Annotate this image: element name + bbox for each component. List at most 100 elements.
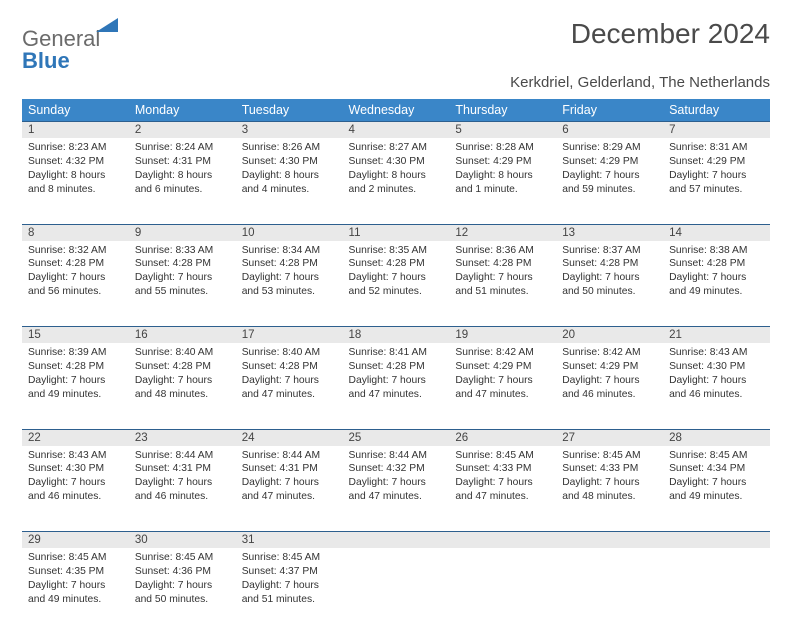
sunrise-text: Sunrise: 8:43 AM <box>669 346 764 360</box>
day-content-cell <box>343 548 450 634</box>
day-number-cell: 20 <box>556 327 663 344</box>
day-number-cell: 15 <box>22 327 129 344</box>
day-content-cell <box>663 548 770 634</box>
sunrise-text: Sunrise: 8:45 AM <box>135 551 230 565</box>
col-friday: Friday <box>556 99 663 122</box>
daylight-line2: and 51 minutes. <box>455 285 550 299</box>
day-content-cell: Sunrise: 8:35 AMSunset: 4:28 PMDaylight:… <box>343 241 450 327</box>
daylight-line1: Daylight: 7 hours <box>562 271 657 285</box>
week-number-row: 22232425262728 <box>22 429 770 446</box>
day-number-cell: 25 <box>343 429 450 446</box>
daylight-line1: Daylight: 7 hours <box>562 374 657 388</box>
day-number-cell: 5 <box>449 122 556 139</box>
day-number-cell <box>343 532 450 549</box>
day-content-cell: Sunrise: 8:28 AMSunset: 4:29 PMDaylight:… <box>449 138 556 224</box>
day-number-cell: 19 <box>449 327 556 344</box>
day-number-cell: 8 <box>22 224 129 241</box>
calendar-body: 1234567Sunrise: 8:23 AMSunset: 4:32 PMDa… <box>22 122 770 634</box>
day-number-cell: 18 <box>343 327 450 344</box>
day-content-cell: Sunrise: 8:26 AMSunset: 4:30 PMDaylight:… <box>236 138 343 224</box>
sunrise-text: Sunrise: 8:27 AM <box>349 141 444 155</box>
sunrise-text: Sunrise: 8:40 AM <box>135 346 230 360</box>
col-wednesday: Wednesday <box>343 99 450 122</box>
sunrise-text: Sunrise: 8:44 AM <box>242 449 337 463</box>
daylight-line2: and 46 minutes. <box>562 388 657 402</box>
sunrise-text: Sunrise: 8:26 AM <box>242 141 337 155</box>
day-number-cell: 29 <box>22 532 129 549</box>
sunset-text: Sunset: 4:31 PM <box>135 462 230 476</box>
sunrise-text: Sunrise: 8:32 AM <box>28 244 123 258</box>
col-saturday: Saturday <box>663 99 770 122</box>
day-content-cell <box>556 548 663 634</box>
sunset-text: Sunset: 4:34 PM <box>669 462 764 476</box>
daylight-line2: and 47 minutes. <box>455 490 550 504</box>
daylight-line2: and 52 minutes. <box>349 285 444 299</box>
day-content-cell: Sunrise: 8:45 AMSunset: 4:37 PMDaylight:… <box>236 548 343 634</box>
daylight-line1: Daylight: 7 hours <box>242 374 337 388</box>
day-content-cell: Sunrise: 8:24 AMSunset: 4:31 PMDaylight:… <box>129 138 236 224</box>
sunrise-text: Sunrise: 8:34 AM <box>242 244 337 258</box>
day-content-cell: Sunrise: 8:27 AMSunset: 4:30 PMDaylight:… <box>343 138 450 224</box>
sunrise-text: Sunrise: 8:43 AM <box>28 449 123 463</box>
day-number-cell: 27 <box>556 429 663 446</box>
sunset-text: Sunset: 4:30 PM <box>28 462 123 476</box>
sunset-text: Sunset: 4:29 PM <box>562 360 657 374</box>
day-content-cell: Sunrise: 8:32 AMSunset: 4:28 PMDaylight:… <box>22 241 129 327</box>
col-monday: Monday <box>129 99 236 122</box>
day-number-cell: 11 <box>343 224 450 241</box>
day-content-cell: Sunrise: 8:45 AMSunset: 4:35 PMDaylight:… <box>22 548 129 634</box>
col-tuesday: Tuesday <box>236 99 343 122</box>
daylight-line1: Daylight: 7 hours <box>455 271 550 285</box>
sunset-text: Sunset: 4:28 PM <box>28 257 123 271</box>
daylight-line1: Daylight: 7 hours <box>135 271 230 285</box>
day-header-row: Sunday Monday Tuesday Wednesday Thursday… <box>22 99 770 122</box>
daylight-line2: and 50 minutes. <box>562 285 657 299</box>
sunset-text: Sunset: 4:31 PM <box>135 155 230 169</box>
day-content-cell: Sunrise: 8:45 AMSunset: 4:34 PMDaylight:… <box>663 446 770 532</box>
daylight-line2: and 47 minutes. <box>349 388 444 402</box>
daylight-line1: Daylight: 7 hours <box>135 476 230 490</box>
day-number-cell <box>663 532 770 549</box>
sunrise-text: Sunrise: 8:29 AM <box>562 141 657 155</box>
sunrise-text: Sunrise: 8:40 AM <box>242 346 337 360</box>
daylight-line1: Daylight: 7 hours <box>562 169 657 183</box>
daylight-line2: and 47 minutes. <box>455 388 550 402</box>
sunset-text: Sunset: 4:28 PM <box>669 257 764 271</box>
daylight-line1: Daylight: 7 hours <box>669 374 764 388</box>
day-number-cell <box>449 532 556 549</box>
day-content-cell: Sunrise: 8:36 AMSunset: 4:28 PMDaylight:… <box>449 241 556 327</box>
sunset-text: Sunset: 4:31 PM <box>242 462 337 476</box>
sunrise-text: Sunrise: 8:24 AM <box>135 141 230 155</box>
sunset-text: Sunset: 4:36 PM <box>135 565 230 579</box>
sunrise-text: Sunrise: 8:35 AM <box>349 244 444 258</box>
day-number-cell: 10 <box>236 224 343 241</box>
daylight-line2: and 50 minutes. <box>135 593 230 607</box>
daylight-line2: and 47 minutes. <box>242 388 337 402</box>
daylight-line1: Daylight: 7 hours <box>669 476 764 490</box>
day-content-cell: Sunrise: 8:43 AMSunset: 4:30 PMDaylight:… <box>22 446 129 532</box>
daylight-line2: and 48 minutes. <box>135 388 230 402</box>
day-number-cell: 7 <box>663 122 770 139</box>
day-number-cell: 12 <box>449 224 556 241</box>
day-content-cell: Sunrise: 8:42 AMSunset: 4:29 PMDaylight:… <box>449 343 556 429</box>
sunset-text: Sunset: 4:28 PM <box>242 257 337 271</box>
day-number-cell: 30 <box>129 532 236 549</box>
day-content-cell: Sunrise: 8:44 AMSunset: 4:31 PMDaylight:… <box>129 446 236 532</box>
daylight-line2: and 46 minutes. <box>28 490 123 504</box>
sunrise-text: Sunrise: 8:45 AM <box>562 449 657 463</box>
col-sunday: Sunday <box>22 99 129 122</box>
week-content-row: Sunrise: 8:45 AMSunset: 4:35 PMDaylight:… <box>22 548 770 634</box>
logo-word2: Blue <box>22 48 70 73</box>
daylight-line1: Daylight: 7 hours <box>242 271 337 285</box>
sunrise-text: Sunrise: 8:28 AM <box>455 141 550 155</box>
sunrise-text: Sunrise: 8:38 AM <box>669 244 764 258</box>
daylight-line1: Daylight: 7 hours <box>28 476 123 490</box>
day-number-cell: 4 <box>343 122 450 139</box>
daylight-line2: and 4 minutes. <box>242 183 337 197</box>
daylight-line2: and 47 minutes. <box>242 490 337 504</box>
day-content-cell: Sunrise: 8:33 AMSunset: 4:28 PMDaylight:… <box>129 241 236 327</box>
sunrise-text: Sunrise: 8:37 AM <box>562 244 657 258</box>
day-content-cell: Sunrise: 8:44 AMSunset: 4:31 PMDaylight:… <box>236 446 343 532</box>
week-content-row: Sunrise: 8:23 AMSunset: 4:32 PMDaylight:… <box>22 138 770 224</box>
sunrise-text: Sunrise: 8:41 AM <box>349 346 444 360</box>
